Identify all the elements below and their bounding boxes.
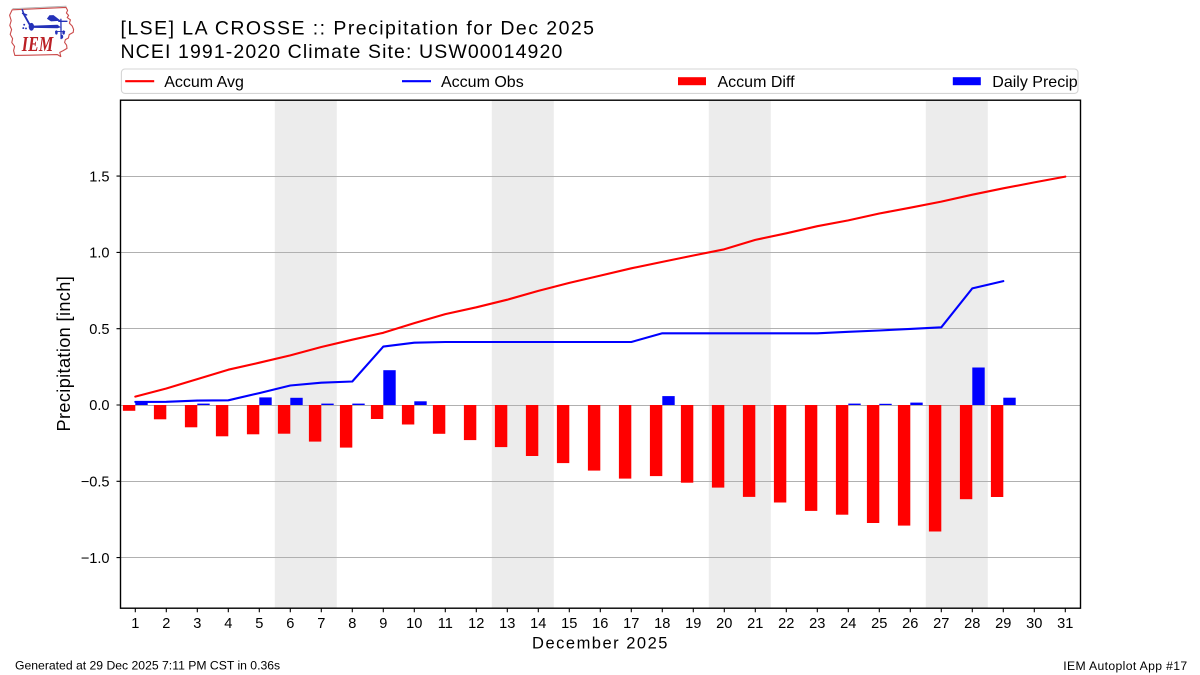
svg-text:−0.5: −0.5	[81, 475, 110, 491]
svg-text:1.0: 1.0	[89, 246, 109, 262]
svg-text:31: 31	[1057, 616, 1073, 632]
svg-text:17: 17	[623, 616, 639, 632]
svg-text:December 2025: December 2025	[532, 635, 669, 653]
svg-text:−1.0: −1.0	[81, 551, 110, 567]
svg-text:Accum Obs: Accum Obs	[441, 74, 524, 91]
svg-text:9: 9	[379, 616, 387, 632]
svg-text:1.5: 1.5	[89, 169, 109, 185]
svg-text:10: 10	[406, 616, 422, 632]
svg-text:19: 19	[685, 616, 701, 632]
svg-text:28: 28	[964, 616, 980, 632]
svg-text:11: 11	[438, 616, 453, 632]
svg-text:27: 27	[933, 616, 949, 632]
svg-text:3: 3	[193, 616, 201, 632]
svg-text:23: 23	[809, 616, 825, 632]
svg-text:8: 8	[348, 616, 356, 632]
svg-text:0.5: 0.5	[89, 322, 109, 338]
svg-text:18: 18	[654, 616, 670, 632]
svg-text:Daily Precip: Daily Precip	[992, 74, 1077, 91]
svg-text:30: 30	[1026, 616, 1042, 632]
svg-text:IEM: IEM	[21, 32, 54, 56]
svg-text:26: 26	[902, 616, 918, 632]
svg-text:Precipitation [inch]: Precipitation [inch]	[54, 276, 74, 432]
svg-text:6: 6	[286, 616, 294, 632]
svg-text:24: 24	[840, 616, 856, 632]
svg-text:0.0: 0.0	[89, 398, 109, 414]
svg-text:Accum Avg: Accum Avg	[164, 74, 244, 91]
svg-text:21: 21	[747, 616, 763, 632]
svg-text:13: 13	[499, 616, 515, 632]
svg-text:16: 16	[592, 616, 608, 632]
svg-text:14: 14	[530, 616, 546, 632]
svg-text:25: 25	[871, 616, 887, 632]
svg-text:[LSE] LA CROSSE :: Precipitati: [LSE] LA CROSSE :: Precipitation for Dec…	[121, 18, 596, 40]
svg-text:15: 15	[561, 616, 577, 632]
svg-text:20: 20	[716, 616, 732, 632]
svg-text:Generated at 29 Dec 2025 7:11: Generated at 29 Dec 2025 7:11 PM CST in …	[15, 659, 280, 673]
svg-text:5: 5	[255, 616, 263, 632]
svg-text:7: 7	[317, 616, 325, 632]
svg-text:22: 22	[778, 616, 794, 632]
svg-text:2: 2	[162, 616, 170, 632]
svg-text:1: 1	[131, 616, 139, 632]
svg-text:IEM Autoplot App #17: IEM Autoplot App #17	[1063, 659, 1187, 673]
svg-text:29: 29	[995, 616, 1011, 632]
svg-text:NCEI 1991-2020 Climate Site: U: NCEI 1991-2020 Climate Site: USW00014920	[121, 41, 564, 63]
svg-text:12: 12	[468, 616, 484, 632]
svg-text:Accum Diff: Accum Diff	[718, 74, 796, 91]
svg-text:4: 4	[224, 616, 232, 632]
